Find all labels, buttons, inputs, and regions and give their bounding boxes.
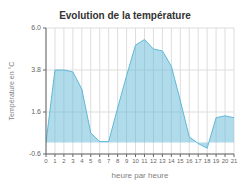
svg-text:12: 12 — [150, 158, 157, 164]
svg-text:19: 19 — [213, 158, 220, 164]
svg-text:1.6: 1.6 — [31, 108, 41, 115]
svg-text:0: 0 — [44, 158, 48, 164]
svg-text:9: 9 — [125, 158, 129, 164]
svg-text:10: 10 — [132, 158, 139, 164]
svg-text:14: 14 — [168, 158, 175, 164]
svg-text:7: 7 — [107, 158, 111, 164]
svg-text:6.0: 6.0 — [31, 24, 41, 31]
svg-text:18: 18 — [204, 158, 211, 164]
svg-text:5: 5 — [89, 158, 93, 164]
svg-text:17: 17 — [195, 158, 202, 164]
svg-text:13: 13 — [159, 158, 166, 164]
svg-text:15: 15 — [177, 158, 184, 164]
svg-text:11: 11 — [141, 158, 148, 164]
svg-text:20: 20 — [222, 158, 229, 164]
svg-text:Température en °C: Température en °C — [8, 62, 16, 121]
svg-text:heure par heure: heure par heure — [112, 171, 169, 180]
svg-text:6: 6 — [98, 158, 102, 164]
svg-text:3.8: 3.8 — [31, 66, 41, 73]
svg-text:2: 2 — [62, 158, 66, 164]
svg-text:1: 1 — [53, 158, 57, 164]
svg-text:8: 8 — [116, 158, 120, 164]
svg-text:4: 4 — [80, 158, 84, 164]
svg-text:-0.6: -0.6 — [29, 150, 41, 157]
svg-text:3: 3 — [71, 158, 75, 164]
html-text:Evolution de la température: Evolution de la température — [59, 10, 191, 21]
svg-text:21: 21 — [231, 158, 238, 164]
svg-text:16: 16 — [186, 158, 193, 164]
